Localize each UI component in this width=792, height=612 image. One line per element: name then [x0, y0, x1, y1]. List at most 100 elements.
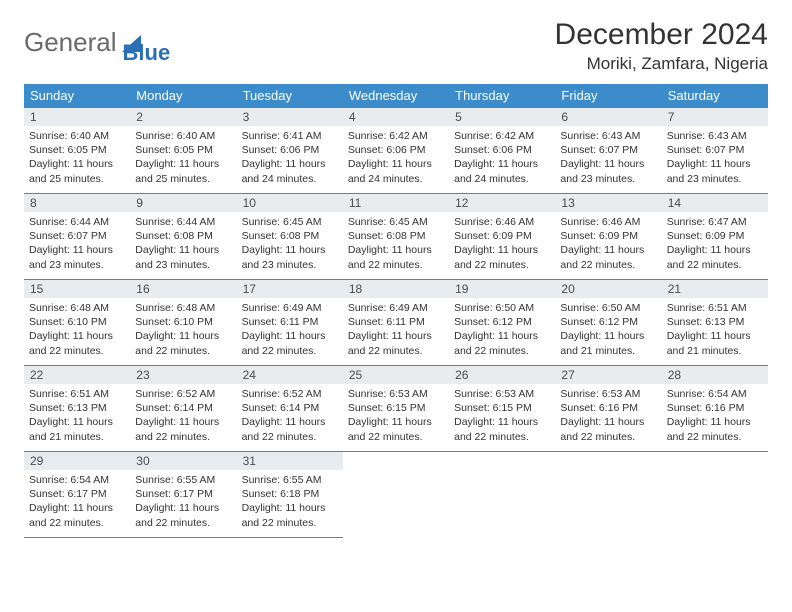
- calendar-cell: 20Sunrise: 6:50 AMSunset: 6:12 PMDayligh…: [555, 280, 661, 366]
- day-info: Sunrise: 6:40 AMSunset: 6:05 PMDaylight:…: [24, 126, 130, 189]
- day-info: Sunrise: 6:40 AMSunset: 6:05 PMDaylight:…: [130, 126, 236, 189]
- day-info: Sunrise: 6:41 AMSunset: 6:06 PMDaylight:…: [237, 126, 343, 189]
- day-info: Sunrise: 6:45 AMSunset: 6:08 PMDaylight:…: [343, 212, 449, 275]
- calendar-cell: 26Sunrise: 6:53 AMSunset: 6:15 PMDayligh…: [449, 366, 555, 452]
- calendar-cell: 4Sunrise: 6:42 AMSunset: 6:06 PMDaylight…: [343, 108, 449, 194]
- day-info: Sunrise: 6:53 AMSunset: 6:16 PMDaylight:…: [555, 384, 661, 447]
- day-number: 10: [237, 194, 343, 212]
- day-number: 17: [237, 280, 343, 298]
- calendar-cell: 7Sunrise: 6:43 AMSunset: 6:07 PMDaylight…: [662, 108, 768, 194]
- calendar-table: Sunday Monday Tuesday Wednesday Thursday…: [24, 84, 768, 538]
- day-number: 13: [555, 194, 661, 212]
- calendar-cell: 30Sunrise: 6:55 AMSunset: 6:17 PMDayligh…: [130, 452, 236, 538]
- calendar-cell: [449, 452, 555, 538]
- calendar-week-row: 22Sunrise: 6:51 AMSunset: 6:13 PMDayligh…: [24, 366, 768, 452]
- day-info: Sunrise: 6:51 AMSunset: 6:13 PMDaylight:…: [24, 384, 130, 447]
- day-number: 11: [343, 194, 449, 212]
- calendar-cell: 24Sunrise: 6:52 AMSunset: 6:14 PMDayligh…: [237, 366, 343, 452]
- day-number: 27: [555, 366, 661, 384]
- day-number: 9: [130, 194, 236, 212]
- calendar-cell: 21Sunrise: 6:51 AMSunset: 6:13 PMDayligh…: [662, 280, 768, 366]
- day-number: 29: [24, 452, 130, 470]
- day-info: Sunrise: 6:51 AMSunset: 6:13 PMDaylight:…: [662, 298, 768, 361]
- day-info: Sunrise: 6:53 AMSunset: 6:15 PMDaylight:…: [343, 384, 449, 447]
- day-info: Sunrise: 6:46 AMSunset: 6:09 PMDaylight:…: [449, 212, 555, 275]
- calendar-cell: 19Sunrise: 6:50 AMSunset: 6:12 PMDayligh…: [449, 280, 555, 366]
- weekday-header: Friday: [555, 84, 661, 108]
- day-number: 15: [24, 280, 130, 298]
- calendar-cell: 15Sunrise: 6:48 AMSunset: 6:10 PMDayligh…: [24, 280, 130, 366]
- calendar-cell: 18Sunrise: 6:49 AMSunset: 6:11 PMDayligh…: [343, 280, 449, 366]
- calendar-cell: 14Sunrise: 6:47 AMSunset: 6:09 PMDayligh…: [662, 194, 768, 280]
- day-number: 14: [662, 194, 768, 212]
- calendar-cell: 6Sunrise: 6:43 AMSunset: 6:07 PMDaylight…: [555, 108, 661, 194]
- day-number: 19: [449, 280, 555, 298]
- weekday-header: Saturday: [662, 84, 768, 108]
- day-number: 8: [24, 194, 130, 212]
- day-number: 26: [449, 366, 555, 384]
- calendar-body: 1Sunrise: 6:40 AMSunset: 6:05 PMDaylight…: [24, 108, 768, 538]
- calendar-cell: 5Sunrise: 6:42 AMSunset: 6:06 PMDaylight…: [449, 108, 555, 194]
- logo-text-2: Blue: [123, 40, 171, 66]
- calendar-cell: [662, 452, 768, 538]
- logo-text-1: General: [24, 27, 117, 58]
- day-number: 2: [130, 108, 236, 126]
- title-block: December 2024 Moriki, Zamfara, Nigeria: [555, 18, 768, 74]
- day-info: Sunrise: 6:55 AMSunset: 6:18 PMDaylight:…: [237, 470, 343, 533]
- calendar-cell: 23Sunrise: 6:52 AMSunset: 6:14 PMDayligh…: [130, 366, 236, 452]
- weekday-header: Thursday: [449, 84, 555, 108]
- calendar-week-row: 29Sunrise: 6:54 AMSunset: 6:17 PMDayligh…: [24, 452, 768, 538]
- calendar-week-row: 1Sunrise: 6:40 AMSunset: 6:05 PMDaylight…: [24, 108, 768, 194]
- calendar-cell: 31Sunrise: 6:55 AMSunset: 6:18 PMDayligh…: [237, 452, 343, 538]
- day-number: 4: [343, 108, 449, 126]
- calendar-week-row: 8Sunrise: 6:44 AMSunset: 6:07 PMDaylight…: [24, 194, 768, 280]
- day-info: Sunrise: 6:55 AMSunset: 6:17 PMDaylight:…: [130, 470, 236, 533]
- day-number: 24: [237, 366, 343, 384]
- calendar-cell: 3Sunrise: 6:41 AMSunset: 6:06 PMDaylight…: [237, 108, 343, 194]
- calendar-cell: 27Sunrise: 6:53 AMSunset: 6:16 PMDayligh…: [555, 366, 661, 452]
- day-number: 25: [343, 366, 449, 384]
- logo: General Blue: [24, 18, 170, 66]
- day-number: 28: [662, 366, 768, 384]
- calendar-cell: 17Sunrise: 6:49 AMSunset: 6:11 PMDayligh…: [237, 280, 343, 366]
- calendar-cell: 22Sunrise: 6:51 AMSunset: 6:13 PMDayligh…: [24, 366, 130, 452]
- day-number: 16: [130, 280, 236, 298]
- calendar-week-row: 15Sunrise: 6:48 AMSunset: 6:10 PMDayligh…: [24, 280, 768, 366]
- day-number: 5: [449, 108, 555, 126]
- weekday-header: Wednesday: [343, 84, 449, 108]
- weekday-header-row: Sunday Monday Tuesday Wednesday Thursday…: [24, 84, 768, 108]
- calendar-cell: 11Sunrise: 6:45 AMSunset: 6:08 PMDayligh…: [343, 194, 449, 280]
- day-number: 21: [662, 280, 768, 298]
- day-info: Sunrise: 6:52 AMSunset: 6:14 PMDaylight:…: [237, 384, 343, 447]
- day-info: Sunrise: 6:42 AMSunset: 6:06 PMDaylight:…: [343, 126, 449, 189]
- day-info: Sunrise: 6:54 AMSunset: 6:16 PMDaylight:…: [662, 384, 768, 447]
- day-info: Sunrise: 6:43 AMSunset: 6:07 PMDaylight:…: [555, 126, 661, 189]
- day-info: Sunrise: 6:48 AMSunset: 6:10 PMDaylight:…: [24, 298, 130, 361]
- header: General Blue December 2024 Moriki, Zamfa…: [24, 18, 768, 74]
- calendar-cell: [343, 452, 449, 538]
- day-info: Sunrise: 6:49 AMSunset: 6:11 PMDaylight:…: [343, 298, 449, 361]
- month-title: December 2024: [555, 18, 768, 52]
- calendar-cell: 8Sunrise: 6:44 AMSunset: 6:07 PMDaylight…: [24, 194, 130, 280]
- day-info: Sunrise: 6:47 AMSunset: 6:09 PMDaylight:…: [662, 212, 768, 275]
- day-number: 30: [130, 452, 236, 470]
- location: Moriki, Zamfara, Nigeria: [555, 54, 768, 74]
- calendar-cell: 12Sunrise: 6:46 AMSunset: 6:09 PMDayligh…: [449, 194, 555, 280]
- day-info: Sunrise: 6:44 AMSunset: 6:07 PMDaylight:…: [24, 212, 130, 275]
- day-number: 31: [237, 452, 343, 470]
- day-number: 18: [343, 280, 449, 298]
- day-info: Sunrise: 6:49 AMSunset: 6:11 PMDaylight:…: [237, 298, 343, 361]
- day-info: Sunrise: 6:45 AMSunset: 6:08 PMDaylight:…: [237, 212, 343, 275]
- day-info: Sunrise: 6:46 AMSunset: 6:09 PMDaylight:…: [555, 212, 661, 275]
- weekday-header: Monday: [130, 84, 236, 108]
- calendar-cell: [555, 452, 661, 538]
- calendar-cell: 16Sunrise: 6:48 AMSunset: 6:10 PMDayligh…: [130, 280, 236, 366]
- calendar-cell: 9Sunrise: 6:44 AMSunset: 6:08 PMDaylight…: [130, 194, 236, 280]
- day-number: 3: [237, 108, 343, 126]
- day-info: Sunrise: 6:42 AMSunset: 6:06 PMDaylight:…: [449, 126, 555, 189]
- day-number: 22: [24, 366, 130, 384]
- day-number: 12: [449, 194, 555, 212]
- calendar-cell: 25Sunrise: 6:53 AMSunset: 6:15 PMDayligh…: [343, 366, 449, 452]
- day-info: Sunrise: 6:44 AMSunset: 6:08 PMDaylight:…: [130, 212, 236, 275]
- day-number: 7: [662, 108, 768, 126]
